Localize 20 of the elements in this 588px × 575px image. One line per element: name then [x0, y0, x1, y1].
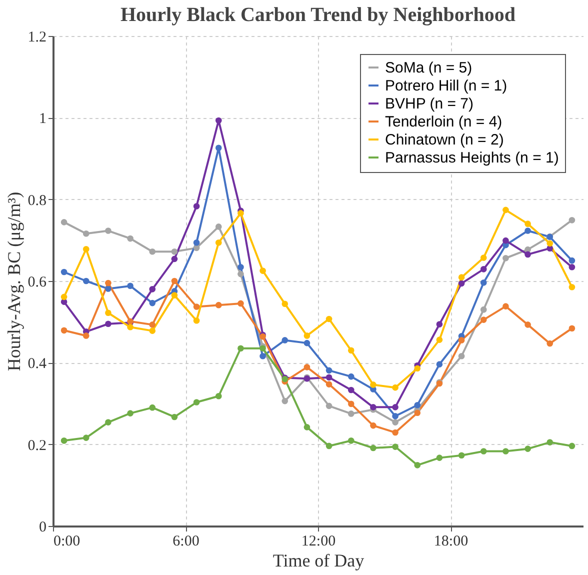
y-tick-label: 0.2 — [28, 438, 46, 454]
legend-label: Tenderloin (n = 4) — [385, 114, 502, 130]
legend-label: Potrero Hill (n = 1) — [385, 78, 508, 94]
y-tick-label: 0.6 — [28, 274, 47, 290]
y-tick-label: 1.2 — [28, 30, 46, 46]
x-tick-label: 12:00 — [301, 534, 336, 550]
legend-label: Parnassus Heights (n = 1) — [385, 150, 559, 166]
y-tick-label: 0.4 — [28, 356, 47, 372]
y-tick-label: 0.8 — [28, 192, 46, 209]
y-axis-title: Hourly-Avg. BC (μg/m³) — [4, 192, 24, 372]
x-tick-label: 6:00 — [172, 534, 200, 550]
y-tick-label: 0 — [39, 520, 46, 536]
chart-title: Hourly Black Carbon Trend by Neighborhood — [120, 4, 516, 26]
x-axis-title: Time of Day — [272, 550, 364, 570]
x-tick-label: 0:00 — [54, 534, 80, 550]
legend-label: Chinatown (n = 2) — [385, 132, 504, 148]
x-tick-label: 18:00 — [434, 534, 468, 550]
legend-label: BVHP (n = 7) — [385, 96, 474, 112]
y-tick-label: 1 — [39, 111, 46, 128]
legend-label: SoMa (n = 5) — [385, 60, 472, 76]
